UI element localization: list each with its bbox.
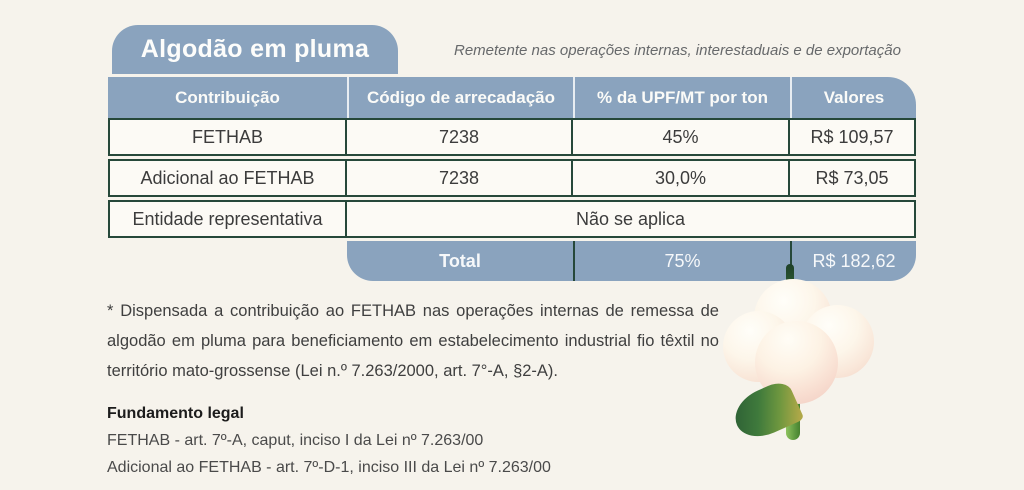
table-row-adicional-fethab: Adicional ao FETHAB 7238 30,0% R$ 73,05 bbox=[108, 159, 916, 197]
table-row-fethab: FETHAB 7238 45% R$ 109,57 bbox=[108, 118, 916, 156]
fundamento-legal-heading: Fundamento legal bbox=[107, 405, 244, 422]
page-subtitle: Remetente nas operações internas, intere… bbox=[454, 42, 901, 59]
fundamento-legal-section: Fundamento legal FETHAB - art. 7º-A, cap… bbox=[107, 400, 551, 481]
table-header-row: Contribuição Código de arrecadação % da … bbox=[108, 77, 916, 118]
cotton-top-stem bbox=[786, 264, 794, 288]
cell-valor: R$ 109,57 bbox=[788, 118, 916, 156]
cell-codigo: 7238 bbox=[345, 159, 573, 197]
title-tab: Algodão em pluma bbox=[112, 25, 398, 74]
header-contribuicao: Contribuição bbox=[175, 87, 280, 107]
cell-contribuicao: Entidade representativa bbox=[108, 200, 347, 238]
header-codigo-arrecadacao: Código de arrecadação bbox=[347, 77, 573, 118]
legal-item-adicional-fethab: Adicional ao FETHAB - art. 7º-D-1, incis… bbox=[107, 459, 551, 476]
cell-valor: R$ 73,05 bbox=[788, 159, 916, 197]
cell-nao-se-aplica: Não se aplica bbox=[345, 200, 916, 238]
cell-contribuicao: FETHAB bbox=[108, 118, 347, 156]
table-total-row: Total 75% R$ 182,62 bbox=[347, 241, 916, 281]
fethab-contributions-table: Contribuição Código de arrecadação % da … bbox=[108, 77, 916, 281]
header-percentual-upf: % da UPF/MT por ton bbox=[573, 77, 790, 118]
cell-percentual: 30,0% bbox=[571, 159, 790, 197]
table-row-entidade-representativa: Entidade representativa Não se aplica bbox=[108, 200, 916, 238]
legal-item-fethab: FETHAB - art. 7º-A, caput, inciso I da L… bbox=[107, 432, 484, 449]
total-label: Total bbox=[439, 250, 481, 271]
total-valor: R$ 182,62 bbox=[790, 241, 916, 281]
cell-codigo: 7238 bbox=[345, 118, 573, 156]
page-title: Algodão em pluma bbox=[140, 35, 370, 63]
total-percentual: 75% bbox=[573, 241, 790, 281]
footnote-dispensa-fethab: * Dispensada a contribuição ao FETHAB na… bbox=[107, 302, 719, 380]
header-valores: Valores bbox=[790, 77, 916, 118]
cell-contribuicao: Adicional ao FETHAB bbox=[108, 159, 347, 197]
cell-percentual: 45% bbox=[571, 118, 790, 156]
